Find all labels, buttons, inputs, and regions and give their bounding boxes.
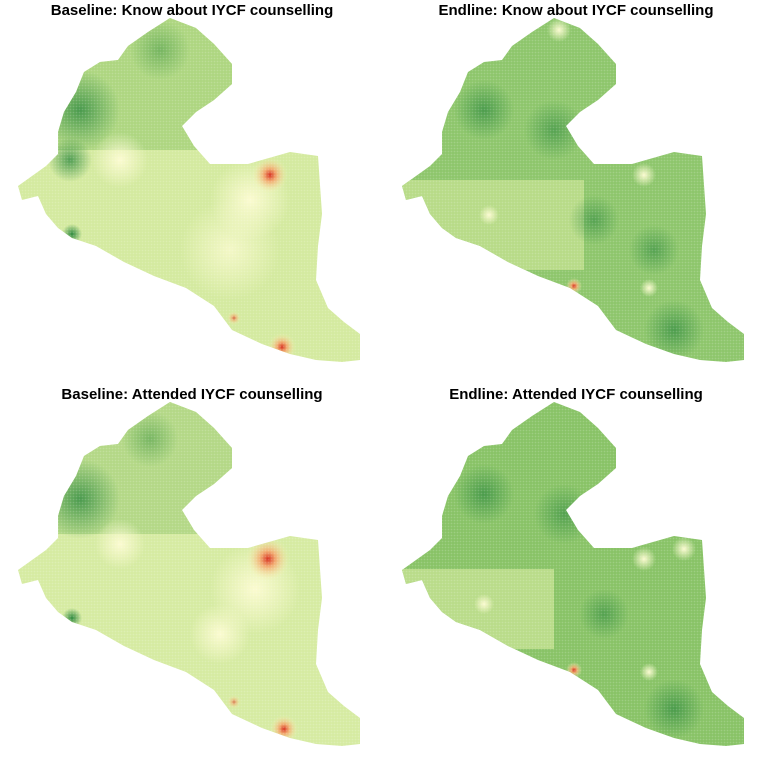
map-panel-baseline-attended: Baseline: Attended IYCF counselling <box>0 384 384 768</box>
panel-title: Endline: Attended IYCF counselling <box>449 386 703 403</box>
choropleth-map <box>18 402 360 746</box>
choropleth-map <box>402 18 744 362</box>
panel-title: Endline: Know about IYCF counselling <box>438 2 714 19</box>
panel-title: Baseline: Attended IYCF counselling <box>61 386 323 403</box>
choropleth-map <box>402 402 744 746</box>
map-panel-endline-know: Endline: Know about IYCF counselling <box>384 0 768 384</box>
map-panel-baseline-know: Baseline: Know about IYCF counselling <box>0 0 384 384</box>
map-panel-endline-attended: Endline: Attended IYCF counselling <box>384 384 768 768</box>
choropleth-map <box>18 18 360 362</box>
panel-title: Baseline: Know about IYCF counselling <box>50 2 334 19</box>
